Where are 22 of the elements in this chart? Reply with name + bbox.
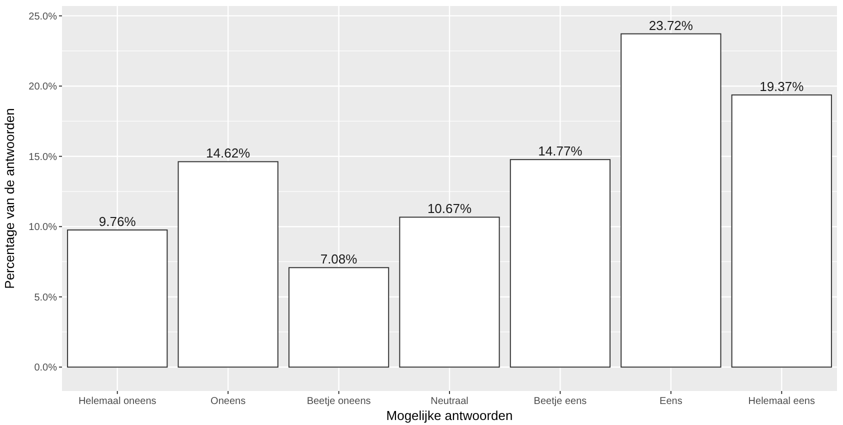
y-tick-label: 25.0% [28,11,58,22]
data-label: 10.67% [427,201,472,216]
y-tick-label: 0.0% [34,362,58,374]
x-tick-label: Helemaal oneens [78,396,156,407]
y-tick-label: 5.0% [34,292,58,304]
x-tick-label: Eens [660,396,682,407]
data-label: 23.72% [648,18,694,33]
data-label: 19.37% [760,78,804,94]
y-tick-label: 10.0% [28,222,58,234]
y-tick-label: 15.0% [28,152,58,163]
y-axis-title: Percentage van de antwoorden [2,108,17,289]
data-label: 7.08% [320,252,358,267]
x-tick-label: Helemaal eens [748,396,815,407]
x-tick-label: Beetje eens [534,396,587,407]
data-label: 14.77% [538,144,583,159]
x-axis-title: Mogelijke antwoorden [386,408,513,423]
y-tick-label: 20.0% [28,82,58,93]
x-tick-label: Oneens [210,396,246,407]
x-tick-label: Neutraal [430,396,468,407]
x-tick-label: Beetje oneens [306,396,371,407]
data-label: 9.76% [98,214,136,229]
data-label: 14.62% [206,146,251,161]
